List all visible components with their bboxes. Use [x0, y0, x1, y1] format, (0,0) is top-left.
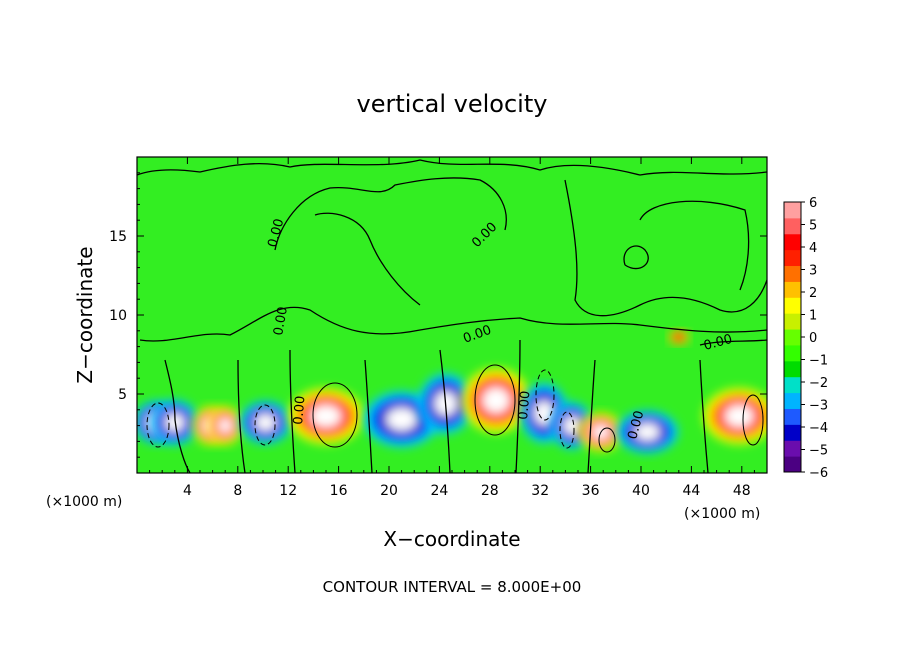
contour-label: 0.00: [516, 390, 533, 420]
cell-ring: [386, 407, 417, 431]
colorbar-label: 3: [809, 264, 817, 279]
y-tick-label: 5: [118, 387, 127, 403]
cell-ring: [534, 400, 554, 426]
velocity-cell: [703, 388, 767, 444]
velocity-cell: [616, 410, 678, 454]
colorbar-swatch: [784, 281, 801, 298]
y-tick-label: 15: [109, 229, 127, 245]
contour-label: 0.00: [271, 306, 291, 337]
chart-title: vertical velocity: [357, 90, 548, 118]
positive-contour-lines: [312, 364, 764, 453]
velocity-cell: [668, 329, 690, 345]
x-tick-label: 4: [183, 483, 192, 499]
colorbar-label: 5: [809, 219, 817, 234]
colorbar-label: −1: [809, 354, 828, 369]
colorbar-swatch: [784, 424, 801, 441]
x-axis-label: X−coordinate: [383, 527, 520, 551]
contour-label: 0.00: [625, 409, 647, 441]
colorbar-swatch: [784, 456, 801, 473]
colorbar-swatch: [784, 360, 801, 378]
colorbar-swatch: [784, 217, 801, 235]
colorbar-swatch: [784, 313, 801, 330]
x-tick-label: 28: [481, 483, 499, 499]
cell-ring: [634, 423, 660, 441]
x-tick-label: 48: [733, 483, 751, 499]
colorbar-label: −6: [809, 466, 828, 481]
colorbar-label: 6: [809, 196, 817, 211]
y-axis-label: Z−coordinate: [73, 246, 97, 383]
velocity-cell: [418, 373, 473, 434]
cell-ring: [563, 416, 581, 436]
colorbar: 6 5 4 3 2 1 0 −1 −2 −3 −4 −5 −6: [783, 196, 828, 481]
cell-ring: [255, 413, 276, 432]
velocity-cell: [208, 406, 243, 445]
colorbar-swatch: [784, 408, 801, 425]
colorbar-label: 2: [809, 286, 817, 301]
x-tick-label: 40: [632, 483, 650, 499]
colorbar-label: 1: [809, 309, 817, 324]
contour-label: 0.00: [265, 217, 287, 249]
contour-label: 0.00: [291, 395, 308, 425]
colorbar-label: 0: [809, 331, 817, 346]
colorbar-swatch: [784, 233, 801, 251]
colorbar-swatch: [784, 297, 801, 314]
cell-ring: [218, 417, 233, 434]
x-unit-right: (×1000 m): [684, 506, 760, 522]
colorbar-label: 4: [809, 241, 817, 256]
negative-contour-lines: [146, 369, 575, 449]
velocity-cell: [462, 368, 531, 433]
colorbar-swatch: [784, 344, 801, 362]
colorbar-swatch: [784, 392, 801, 409]
cell-ring: [724, 404, 754, 428]
plot-area: 0.00 0.00 0.00 0.00 0.00 0.00 0.00 0.00 …: [109, 156, 768, 499]
x-tick-label: 8: [233, 483, 242, 499]
velocity-cell: [240, 401, 292, 444]
cell-ring: [310, 404, 342, 428]
x-tick-label: 20: [380, 483, 398, 499]
x-tick-label: 12: [279, 483, 297, 499]
colorbar-label: −5: [809, 444, 828, 459]
x-tick-label: 36: [582, 483, 600, 499]
colorbar-swatch: [784, 249, 801, 267]
x-tick-label: 44: [682, 483, 700, 499]
x-tick-label: 24: [430, 483, 448, 499]
colorbar-swatch: [784, 202, 801, 219]
x-tick-label: 16: [330, 483, 348, 499]
contour-label: 0.00: [702, 332, 734, 354]
colorbar-label: −4: [809, 421, 828, 436]
x-tick-label: 32: [531, 483, 549, 499]
colorbar-swatch: [784, 376, 801, 394]
colorbar-label: −2: [809, 376, 828, 391]
contour-interval-note: CONTOUR INTERVAL = 8.000E+00: [323, 578, 582, 596]
x-unit-left: (×1000 m): [46, 494, 122, 510]
cell-ring: [482, 387, 510, 414]
cell-ring: [672, 332, 686, 342]
velocity-cells: [137, 329, 767, 454]
colorbar-swatch: [784, 329, 801, 346]
colorbar-label: −3: [809, 399, 828, 414]
y-tick-label: 10: [109, 308, 127, 324]
colorbar-swatch: [784, 265, 801, 282]
colorbar-swatch: [784, 440, 801, 457]
zero-contour-lines: [137, 159, 767, 473]
